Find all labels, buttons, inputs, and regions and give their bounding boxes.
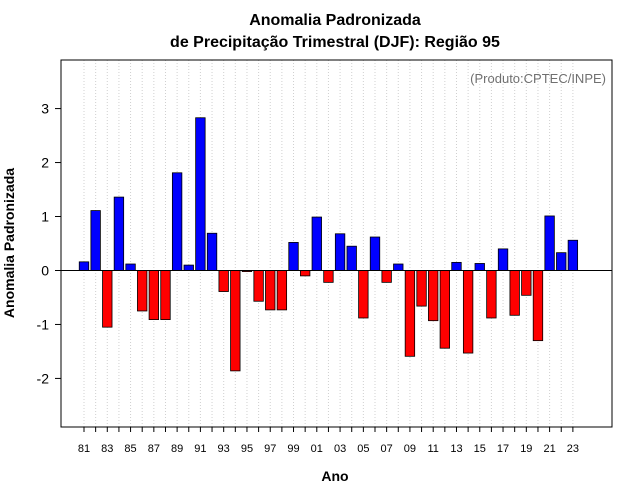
xtick-label: 13 <box>450 443 462 455</box>
bar-06 <box>369 236 381 271</box>
product-credit: (Produto:CPTEC/INPE) <box>470 71 606 86</box>
xtick-label: 99 <box>287 443 299 455</box>
bar-21 <box>544 215 555 271</box>
xtick-label: 89 <box>171 443 183 455</box>
bar-86 <box>137 270 148 312</box>
bar-08 <box>393 263 404 271</box>
bar-04 <box>346 245 357 271</box>
bar-87 <box>148 270 159 320</box>
bar-97 <box>265 270 276 311</box>
bar-17 <box>497 248 509 271</box>
xtick-label: 15 <box>474 443 486 455</box>
bar-09 <box>404 270 416 357</box>
ytick-label: -1 <box>37 316 50 332</box>
xtick-label: 17 <box>497 443 509 455</box>
x-axis: 81 83 85 87 89 91 93 95 97 99 01 03 05 07 09 11 13 15 17 19… <box>78 427 579 455</box>
xtick-label: 11 <box>427 443 438 455</box>
xtick-label: 95 <box>241 443 253 455</box>
xtick-label: 97 <box>264 443 276 455</box>
bar-20 <box>532 270 544 342</box>
bar-83 <box>102 270 113 328</box>
xtick-label: 19 <box>520 443 532 455</box>
xtick-label: 93 <box>218 443 230 455</box>
bar-84 <box>113 196 125 271</box>
bar-18 <box>509 270 520 316</box>
bar-05 <box>358 270 369 319</box>
bar-00 <box>300 270 311 277</box>
bar-07 <box>381 270 392 283</box>
xtick-label: 07 <box>381 443 393 455</box>
bar-82 <box>90 210 101 271</box>
xtick-label: 81 <box>78 443 90 455</box>
bar-01 <box>311 216 322 271</box>
xtick-label: 03 <box>334 443 346 455</box>
xtick-label: 05 <box>357 443 369 455</box>
bar-99 <box>288 242 299 271</box>
bar-93 <box>218 270 229 292</box>
plot-frame <box>60 59 613 428</box>
xtick-label: 09 <box>404 443 416 455</box>
ytick-label: 3 <box>41 101 49 117</box>
bar-94 <box>230 270 241 372</box>
vertical-gridlines <box>83 60 574 427</box>
bar-91 <box>195 117 206 271</box>
bar-14 <box>462 270 474 354</box>
y-axis-title: Anomalia Padronizada <box>1 168 17 318</box>
bar-12 <box>439 270 450 349</box>
bar-15 <box>474 263 485 271</box>
ytick-label: 1 <box>41 209 49 225</box>
bar-23 <box>567 239 579 271</box>
bar-81 <box>78 261 90 271</box>
xtick-label: 23 <box>567 443 579 455</box>
bar-85 <box>125 263 136 271</box>
bar-02 <box>323 270 334 283</box>
bar-88 <box>160 270 171 320</box>
bar-19 <box>521 270 532 296</box>
ytick-label: 2 <box>41 155 49 171</box>
xtick-label: 83 <box>101 443 113 455</box>
xtick-label: 85 <box>124 443 136 455</box>
ytick-label: 0 <box>41 262 49 278</box>
bar-90 <box>183 264 194 271</box>
chart-title-line2: de Precipitação Trimestral (DJF): Região… <box>170 34 500 51</box>
bar-89 <box>171 172 183 271</box>
bar-13 <box>451 261 462 271</box>
bar-03 <box>334 233 346 271</box>
bar-22 <box>556 252 567 271</box>
bar-92 <box>206 232 218 271</box>
x-axis-title: Ano <box>321 468 348 484</box>
y-axis: -2 -1 0 1 2 3 <box>37 101 61 386</box>
bar-16 <box>486 270 497 319</box>
bar-11 <box>428 270 439 322</box>
bar-series <box>78 117 579 372</box>
bar-98 <box>276 270 288 311</box>
bar-10 <box>416 270 427 307</box>
ytick-label: -2 <box>37 370 50 386</box>
xtick-label: 21 <box>543 443 555 455</box>
xtick-label: 01 <box>311 443 323 455</box>
xtick-label: 87 <box>148 443 160 455</box>
bar-96 <box>253 270 264 302</box>
xtick-label: 91 <box>194 443 206 455</box>
chart-title-line1: Anomalia Padronizada <box>249 12 421 29</box>
